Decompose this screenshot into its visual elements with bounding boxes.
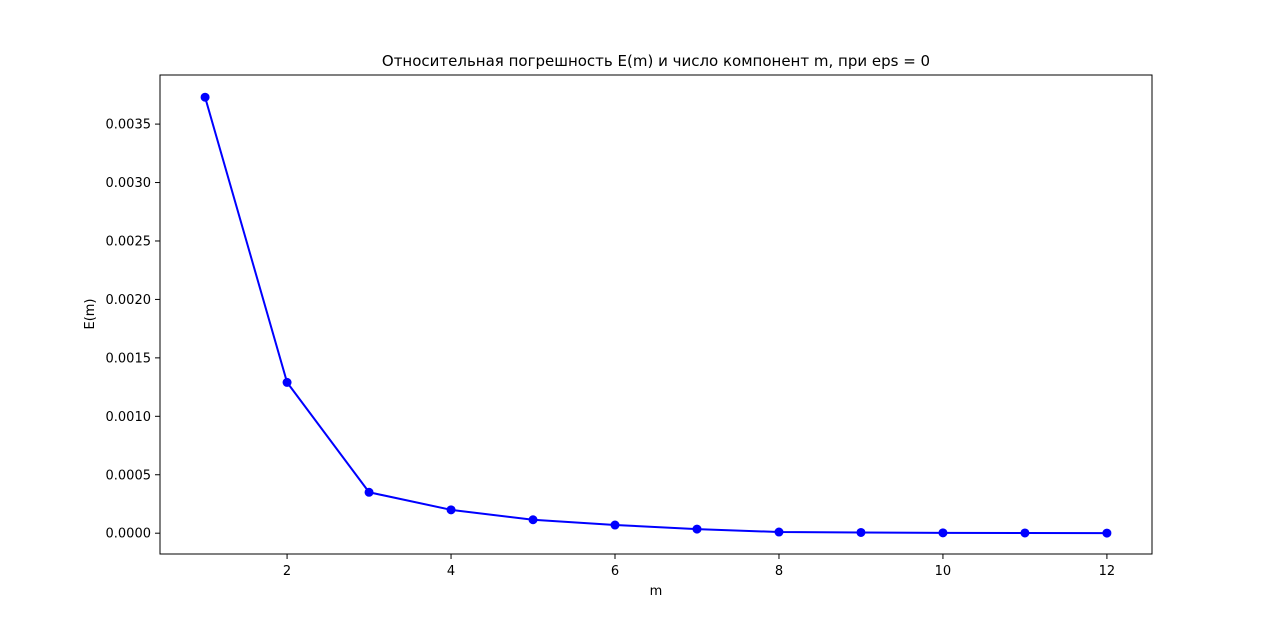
series-layer bbox=[200, 92, 1112, 538]
plot-area bbox=[159, 74, 1153, 555]
data-point bbox=[610, 520, 620, 530]
y-tick-label: 0.0015 bbox=[106, 351, 152, 366]
data-point bbox=[692, 524, 702, 534]
y-axis-label: E(m) bbox=[83, 298, 98, 329]
x-tick-label: 10 bbox=[935, 564, 952, 579]
data-point bbox=[774, 527, 784, 537]
y-tick-label: 0.0025 bbox=[106, 234, 152, 249]
series-line bbox=[204, 96, 1107, 535]
data-point bbox=[446, 505, 456, 515]
data-point bbox=[200, 92, 210, 102]
y-tick-label: 0.0010 bbox=[106, 410, 152, 425]
y-tick-label: 0.0020 bbox=[106, 293, 152, 308]
x-tick-label: 4 bbox=[447, 564, 455, 579]
x-tick-label: 12 bbox=[1099, 564, 1116, 579]
x-axis: 2 4 6 8 10 12 bbox=[283, 554, 1115, 579]
data-point bbox=[364, 487, 374, 497]
x-axis-label: m bbox=[650, 584, 663, 599]
y-tick-label: 0.0035 bbox=[106, 118, 152, 133]
y-axis: 0.0000 0.0005 0.0010 0.0015 0.0020 0.0025 0.00… bbox=[106, 118, 160, 542]
y-tick-label: 0.0030 bbox=[106, 176, 152, 191]
chart-title: Относительная погрешность E(m) и число к… bbox=[382, 52, 930, 70]
y-tick-label: 0.0005 bbox=[106, 468, 152, 483]
data-point bbox=[938, 528, 948, 538]
x-tick-label: 8 bbox=[775, 564, 783, 579]
data-point bbox=[1020, 528, 1030, 538]
data-point bbox=[528, 515, 538, 525]
y-tick-label: 0.0000 bbox=[106, 527, 152, 542]
plot-frame bbox=[159, 74, 1153, 555]
x-tick-label: 2 bbox=[283, 564, 291, 579]
data-point bbox=[856, 527, 866, 537]
data-point bbox=[282, 377, 292, 387]
data-point bbox=[1102, 528, 1112, 538]
x-tick-label: 6 bbox=[611, 564, 619, 579]
